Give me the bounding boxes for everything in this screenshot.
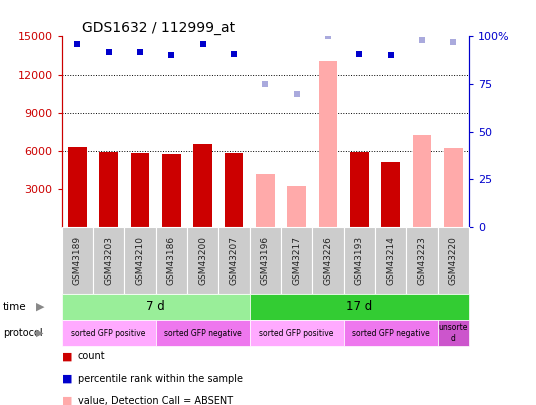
Text: protocol: protocol (3, 328, 42, 338)
Text: GSM43186: GSM43186 (167, 236, 176, 285)
Text: GSM43214: GSM43214 (386, 236, 395, 285)
Text: value, Detection Call = ABSENT: value, Detection Call = ABSENT (78, 396, 233, 405)
Text: ■: ■ (62, 396, 72, 405)
Text: sorted GFP negative: sorted GFP negative (164, 328, 242, 338)
Text: GSM43196: GSM43196 (261, 236, 270, 285)
Text: GDS1632 / 112999_at: GDS1632 / 112999_at (82, 21, 235, 35)
Text: sorted GFP negative: sorted GFP negative (352, 328, 429, 338)
Text: GSM43226: GSM43226 (324, 236, 332, 285)
Text: sorted GFP positive: sorted GFP positive (259, 328, 334, 338)
Bar (193, 144, 212, 227)
Bar (99, 152, 118, 227)
Bar (225, 153, 243, 227)
Text: ▶: ▶ (36, 328, 44, 338)
Text: ■: ■ (62, 352, 72, 361)
Text: GSM43200: GSM43200 (198, 236, 207, 285)
Text: GSM43220: GSM43220 (449, 236, 458, 285)
Bar (413, 135, 431, 227)
Text: GSM43223: GSM43223 (418, 236, 427, 285)
Text: 7 d: 7 d (146, 300, 165, 313)
Bar (256, 173, 275, 227)
Bar (318, 61, 337, 227)
Text: time: time (3, 302, 26, 312)
Bar (162, 154, 181, 227)
Bar (381, 162, 400, 227)
Text: GSM43193: GSM43193 (355, 236, 364, 285)
Text: GSM43217: GSM43217 (292, 236, 301, 285)
Bar (131, 153, 150, 227)
Text: GSM43210: GSM43210 (136, 236, 145, 285)
Text: ▶: ▶ (36, 302, 45, 312)
Text: GSM43207: GSM43207 (229, 236, 239, 285)
Text: GSM43189: GSM43189 (73, 236, 82, 285)
Text: sorted GFP positive: sorted GFP positive (71, 328, 146, 338)
Text: ■: ■ (62, 374, 72, 384)
Text: percentile rank within the sample: percentile rank within the sample (78, 374, 243, 384)
Bar (350, 152, 369, 227)
Bar (444, 148, 463, 227)
Text: 17 d: 17 d (346, 300, 373, 313)
Bar (68, 147, 87, 227)
Text: count: count (78, 352, 106, 361)
Bar (287, 186, 306, 227)
Text: unsorte
d: unsorte d (438, 324, 468, 343)
Text: GSM43203: GSM43203 (104, 236, 113, 285)
